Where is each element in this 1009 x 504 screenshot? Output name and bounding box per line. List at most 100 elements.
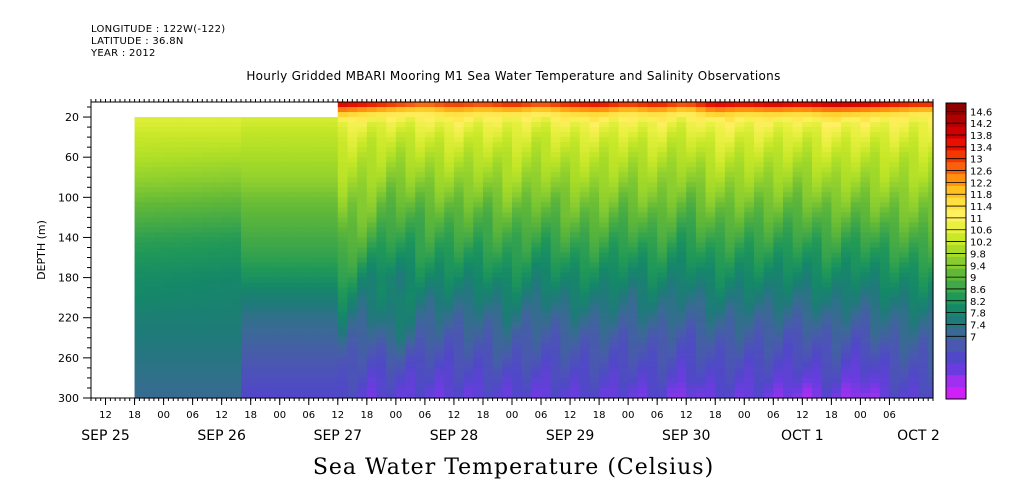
temperature-cell — [289, 182, 300, 188]
temperature-cell — [850, 292, 862, 299]
temperature-cell — [608, 342, 620, 349]
temperature-cell — [502, 202, 513, 208]
temperature-cell — [308, 147, 320, 153]
temperature-cell — [715, 187, 726, 193]
temperature-cell — [173, 282, 184, 289]
temperature-cell — [715, 227, 726, 234]
temperature-cell — [589, 317, 600, 324]
temperature-cell — [734, 162, 745, 168]
temperature-cell — [299, 132, 310, 138]
temperature-cell — [299, 242, 310, 249]
temperature-cell — [753, 272, 765, 279]
temperature-cell — [521, 157, 532, 163]
temperature-cell — [415, 312, 426, 319]
temperature-cell — [347, 342, 358, 349]
temperature-cell — [144, 222, 155, 229]
temperature-cell — [241, 152, 252, 158]
temperature-cell — [357, 132, 368, 138]
temperature-cell — [773, 142, 784, 148]
temperature-cell — [570, 337, 581, 344]
temperature-cell — [753, 212, 765, 218]
temperature-cell — [637, 367, 649, 374]
temperature-cell — [453, 357, 465, 364]
temperature-cell — [270, 257, 281, 264]
temperature-cell — [347, 162, 358, 168]
temperature-cell — [792, 297, 803, 304]
temperature-cell — [773, 267, 784, 274]
temperature-cell — [453, 202, 465, 208]
temperature-cell — [570, 357, 581, 364]
temperature-cell — [144, 117, 155, 123]
temperature-cell — [715, 222, 726, 229]
temperature-cell — [192, 237, 203, 244]
temperature-cell — [260, 287, 271, 294]
temperature-cell — [357, 322, 368, 329]
temperature-cell — [657, 227, 668, 234]
temperature-cell — [879, 272, 891, 279]
temperature-cell — [647, 237, 658, 244]
temperature-cell — [821, 317, 832, 324]
temperature-cell — [928, 342, 934, 349]
temperature-cell — [608, 377, 620, 384]
temperature-cell — [918, 367, 929, 374]
temperature-cell — [241, 227, 252, 234]
temperature-cell — [541, 357, 552, 364]
temperature-cell — [695, 167, 707, 173]
temperature-cell — [705, 367, 716, 374]
temperature-cell — [221, 272, 232, 279]
temperature-cell — [202, 192, 213, 198]
temperature-cell — [512, 197, 523, 203]
temperature-cell — [763, 107, 774, 113]
temperature-cell — [308, 207, 320, 213]
temperature-cell — [579, 262, 591, 269]
temperature-cell — [570, 292, 581, 299]
temperature-cell — [153, 117, 165, 123]
temperature-cell — [260, 197, 271, 203]
temperature-cell — [695, 197, 707, 203]
temperature-cell — [453, 107, 465, 113]
temperature-cell — [792, 372, 803, 379]
temperature-cell — [521, 352, 532, 359]
temperature-cell — [860, 147, 871, 153]
temperature-cell — [579, 367, 591, 374]
temperature-cell — [618, 102, 629, 108]
temperature-cell — [279, 137, 290, 143]
temperature-cell — [482, 127, 494, 133]
temperature-cell — [163, 212, 174, 218]
temperature-cell — [308, 162, 320, 168]
temperature-cell — [792, 307, 803, 314]
temperature-cell — [453, 372, 465, 379]
temperature-cell — [463, 257, 474, 264]
temperature-cell — [579, 297, 591, 304]
temperature-cell — [144, 272, 155, 279]
temperature-cell — [860, 157, 871, 163]
temperature-cell — [666, 162, 678, 168]
temperature-cell — [899, 172, 910, 178]
temperature-cell — [715, 122, 726, 128]
temperature-cell — [792, 232, 803, 239]
temperature-cell — [618, 187, 629, 193]
temperature-cell — [695, 277, 707, 284]
temperature-cell — [386, 162, 397, 168]
temperature-cell — [860, 177, 871, 183]
temperature-cell — [202, 152, 213, 158]
temperature-cell — [444, 332, 455, 339]
temperature-cell — [144, 167, 155, 173]
temperature-cell — [686, 172, 697, 178]
temperature-cell — [502, 372, 513, 379]
temperature-cell — [512, 232, 523, 239]
temperature-cell — [560, 157, 571, 163]
temperature-cell — [502, 192, 513, 198]
temperature-cell — [599, 352, 610, 359]
temperature-cell — [182, 222, 194, 229]
temperature-cell — [134, 132, 145, 138]
temperature-cell — [744, 322, 755, 329]
temperature-cell — [860, 362, 871, 369]
temperature-cell — [928, 292, 934, 299]
temperature-cell — [357, 287, 368, 294]
temperature-cell — [376, 182, 387, 188]
temperature-cell — [628, 312, 639, 319]
temperature-cell — [144, 192, 155, 198]
temperature-cell — [889, 277, 900, 284]
temperature-cell — [289, 272, 300, 279]
